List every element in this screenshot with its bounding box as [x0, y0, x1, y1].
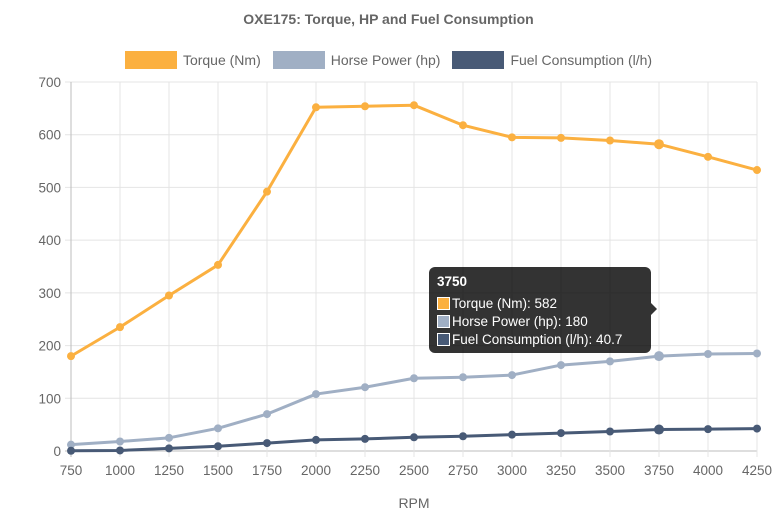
tooltip-label: Torque (Nm): 582	[452, 295, 558, 311]
data-point[interactable]	[508, 371, 516, 380]
x-tick-label: 1000	[105, 463, 135, 478]
y-tick-label: 100	[38, 391, 61, 406]
data-point[interactable]	[214, 424, 222, 433]
legend: Torque (Nm) Horse Power (hp) Fuel Consumpt…	[0, 51, 777, 69]
data-point[interactable]	[459, 373, 467, 382]
x-tick-label: 4250	[742, 463, 772, 478]
data-point[interactable]	[654, 424, 664, 435]
tooltip-label: Horse Power (hp): 180	[452, 313, 588, 329]
data-point[interactable]	[753, 424, 761, 433]
legend-swatch	[452, 51, 505, 69]
legend-label: Horse Power (hp)	[330, 52, 441, 68]
data-point[interactable]	[557, 429, 565, 438]
tooltip-swatch	[437, 314, 450, 328]
y-tick-label: 300	[38, 286, 61, 301]
legend-item[interactable]: Torque (Nm)	[124, 51, 261, 69]
data-point[interactable]	[165, 444, 173, 453]
data-point[interactable]	[459, 432, 467, 441]
x-tick-label: 2500	[399, 463, 429, 478]
data-point[interactable]	[704, 425, 712, 434]
data-point[interactable]	[459, 121, 467, 130]
x-tick-label: 2750	[448, 463, 478, 478]
x-tick-label: 4000	[693, 463, 723, 478]
x-tick-label: 1750	[252, 463, 282, 478]
legend-swatch	[272, 51, 325, 69]
data-point[interactable]	[704, 350, 712, 359]
series-lines	[67, 101, 761, 455]
data-point[interactable]	[312, 435, 320, 444]
x-tick-label: 2250	[350, 463, 380, 478]
data-point[interactable]	[214, 442, 222, 451]
y-tick-label: 500	[38, 180, 61, 195]
x-tick-label: 3000	[497, 463, 527, 478]
tick-labels: 0 100 200 300 400 500 600 700 750 1000 1250 1500 175…	[38, 75, 772, 478]
data-point[interactable]	[263, 410, 271, 419]
data-point[interactable]	[361, 383, 369, 392]
data-point[interactable]	[704, 152, 712, 161]
legend-swatch	[124, 51, 177, 69]
data-point[interactable]	[116, 437, 124, 446]
y-tick-label: 600	[38, 128, 61, 143]
data-point[interactable]	[606, 357, 614, 366]
chart-title: OXE175: Torque, HP and Fuel Consumption	[243, 11, 534, 27]
x-tick-label: 1500	[203, 463, 233, 478]
data-point[interactable]	[410, 433, 418, 442]
data-point[interactable]	[67, 352, 75, 361]
x-tick-label: 3750	[644, 463, 674, 478]
data-point[interactable]	[263, 187, 271, 196]
tooltip-row: Fuel Consumption (l/h): 40.7	[437, 330, 643, 348]
data-point[interactable]	[606, 427, 614, 436]
y-tick-label: 0	[53, 444, 61, 459]
data-point[interactable]	[753, 166, 761, 175]
legend-label: Torque (Nm)	[182, 52, 261, 68]
tooltip-swatch	[437, 296, 450, 310]
data-point[interactable]	[508, 430, 516, 439]
data-point[interactable]	[312, 103, 320, 112]
x-tick-label: 2000	[301, 463, 331, 478]
tooltip-title: 3750	[437, 274, 468, 289]
data-point[interactable]	[116, 323, 124, 332]
data-point[interactable]	[654, 139, 664, 150]
grid	[65, 81, 758, 457]
data-point[interactable]	[557, 361, 565, 370]
data-point[interactable]	[606, 136, 614, 145]
data-point[interactable]	[410, 374, 418, 383]
y-tick-label: 700	[38, 75, 61, 90]
tooltip-swatch	[437, 332, 450, 346]
series-1	[67, 349, 761, 449]
x-tick-label: 750	[60, 463, 83, 478]
x-axis-title: RPM	[398, 495, 429, 511]
data-point[interactable]	[263, 439, 271, 448]
data-point[interactable]	[67, 440, 75, 449]
y-tick-label: 200	[38, 339, 61, 354]
data-point[interactable]	[361, 102, 369, 111]
data-point[interactable]	[214, 260, 222, 269]
data-point[interactable]	[67, 446, 75, 455]
series-0	[67, 101, 761, 361]
data-point[interactable]	[557, 133, 565, 142]
data-point[interactable]	[165, 433, 173, 442]
data-point[interactable]	[654, 351, 664, 362]
tooltip-rows: Torque (Nm): 582 Horse Power (hp): 180 Fue…	[437, 294, 643, 348]
data-point[interactable]	[753, 349, 761, 358]
data-point[interactable]	[410, 101, 418, 110]
legend-item[interactable]: Horse Power (hp)	[272, 51, 441, 69]
data-point[interactable]	[165, 291, 173, 300]
x-tick-label: 3250	[546, 463, 576, 478]
tooltip-row: Torque (Nm): 582	[437, 294, 643, 312]
tooltip-label: Fuel Consumption (l/h): 40.7	[452, 331, 623, 347]
x-tick-label: 1250	[154, 463, 184, 478]
legend-label: Fuel Consumption (l/h)	[510, 52, 653, 68]
x-tick-label: 3500	[595, 463, 625, 478]
y-tick-label: 400	[38, 233, 61, 248]
tooltip-row: Horse Power (hp): 180	[437, 312, 643, 330]
legend-item[interactable]: Fuel Consumption (l/h)	[452, 51, 652, 69]
data-point[interactable]	[361, 434, 369, 443]
data-point[interactable]	[116, 446, 124, 455]
series-2	[67, 424, 761, 455]
tooltip: 3750 Torque (Nm): 582 Horse Power (hp): 1…	[429, 267, 657, 353]
data-point[interactable]	[312, 390, 320, 399]
data-point[interactable]	[508, 133, 516, 142]
